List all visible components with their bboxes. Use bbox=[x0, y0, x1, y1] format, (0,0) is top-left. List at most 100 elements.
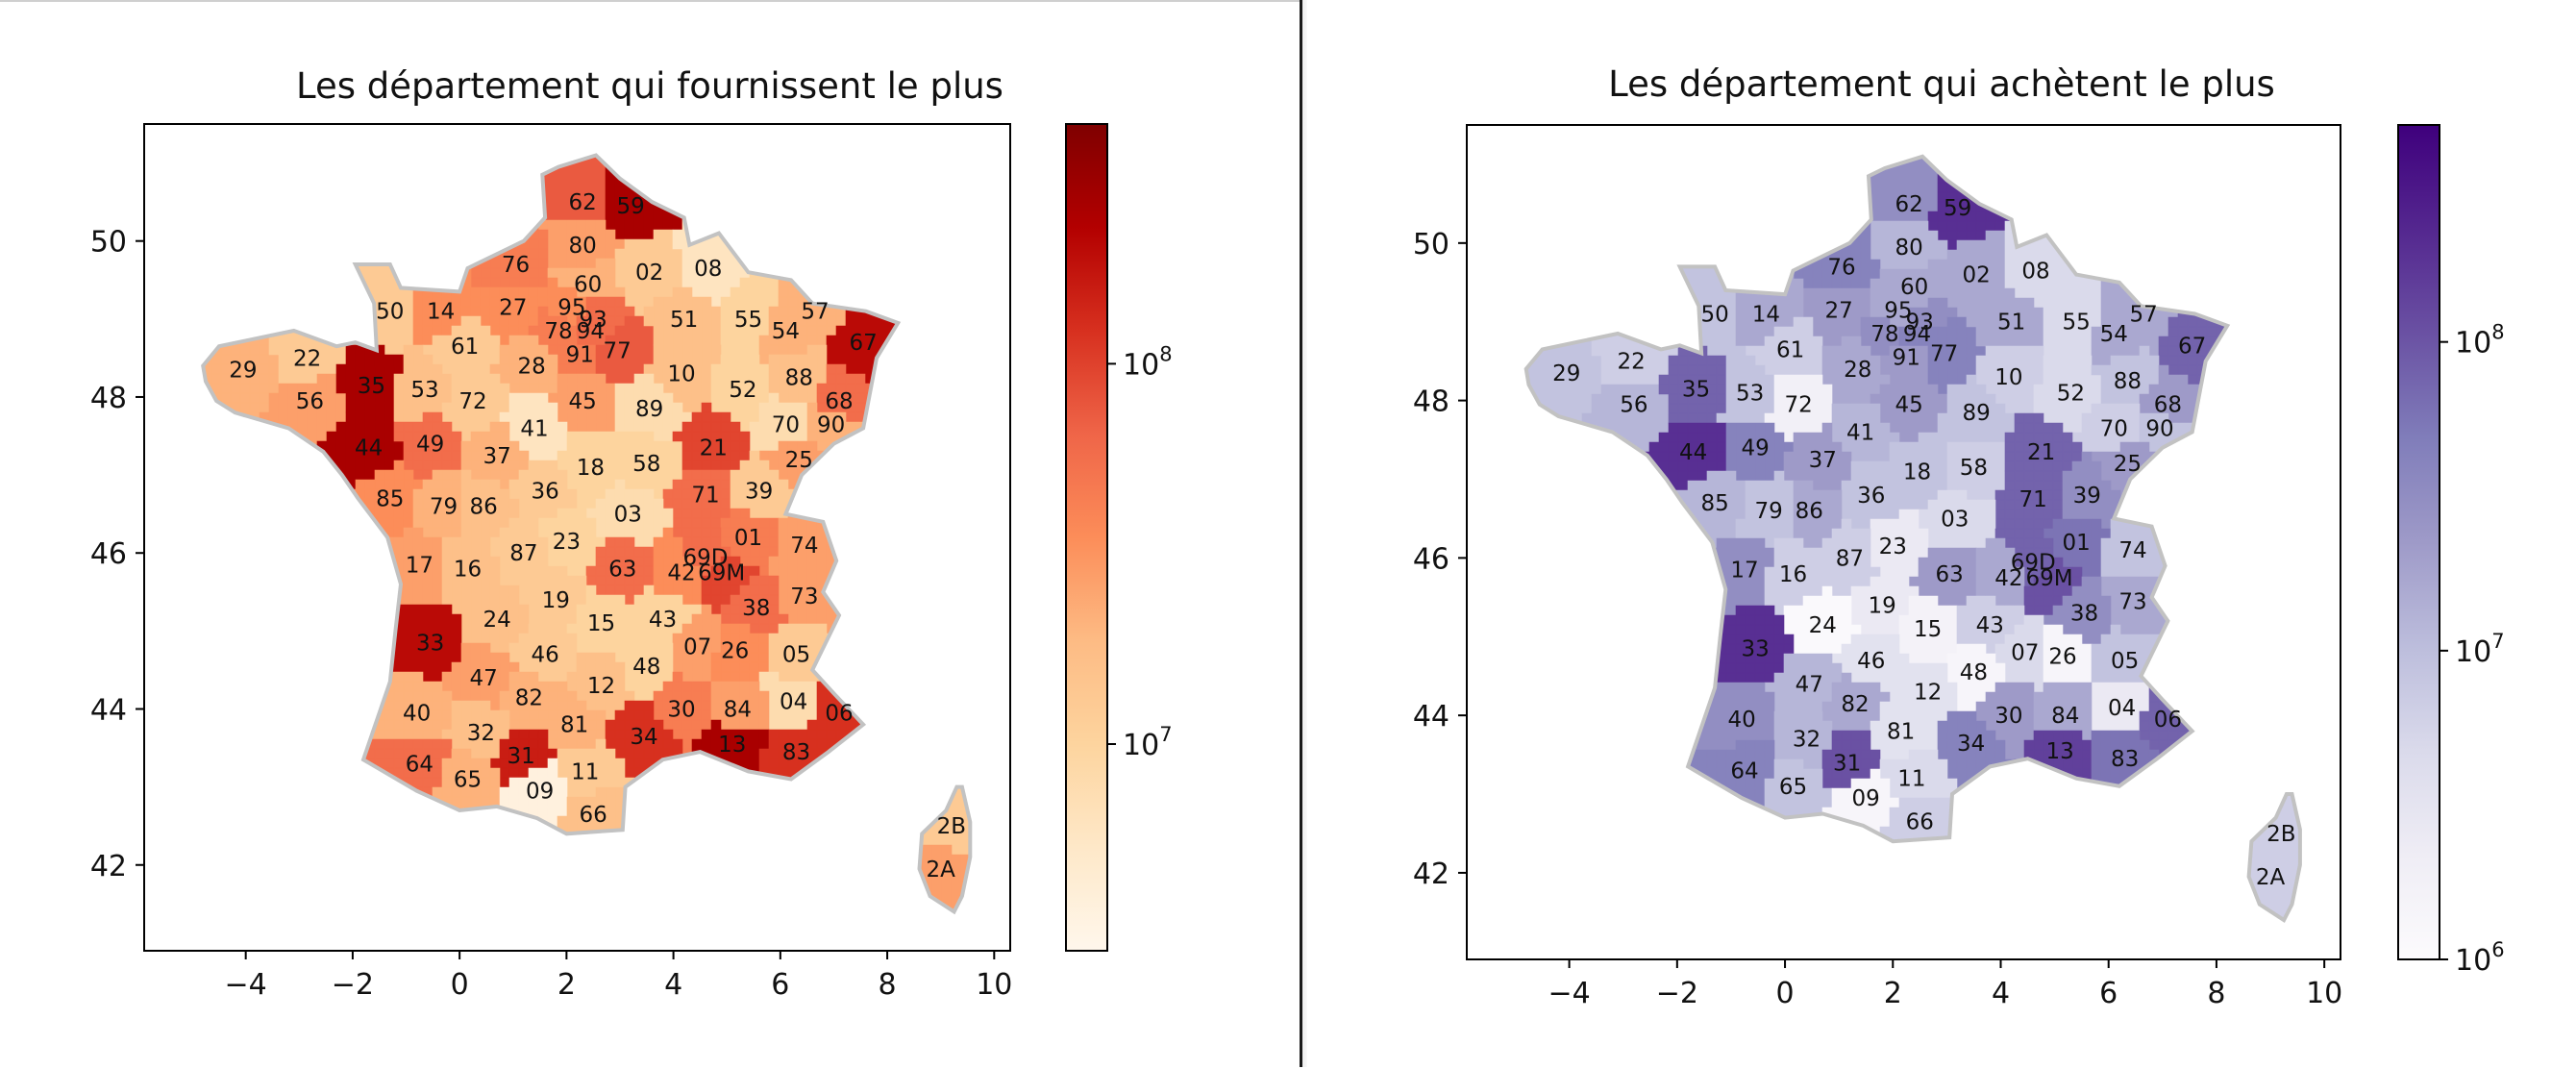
department-label: 50 bbox=[376, 300, 404, 325]
department-label: 27 bbox=[1825, 298, 1853, 323]
department-label: 42 bbox=[667, 561, 695, 586]
right-map-title: Les département qui achètent le plus bbox=[1608, 63, 2275, 105]
department-label: 29 bbox=[229, 359, 257, 384]
department-label: 39 bbox=[745, 479, 773, 504]
department-label: 84 bbox=[724, 698, 752, 723]
department-region-89 bbox=[614, 373, 693, 442]
department-label: 12 bbox=[1914, 681, 1942, 706]
y-tick-label: 50 bbox=[90, 226, 127, 260]
department-region-36 bbox=[508, 460, 578, 519]
x-tick-label: 4 bbox=[664, 968, 682, 1002]
department-label: 83 bbox=[782, 740, 810, 765]
department-region-49 bbox=[393, 411, 462, 481]
department-label: 30 bbox=[1994, 704, 2022, 729]
window-divider[interactable] bbox=[1300, 0, 1307, 1067]
department-label: 16 bbox=[454, 558, 482, 583]
department-label: 85 bbox=[376, 486, 404, 511]
department-label: 84 bbox=[2051, 704, 2079, 729]
department-label: 86 bbox=[1796, 499, 1823, 524]
department-label: 2B bbox=[2266, 822, 2295, 847]
x-tick-label: 2 bbox=[1884, 977, 1902, 1010]
department-label: 2B bbox=[937, 814, 966, 839]
department-label: 82 bbox=[1841, 692, 1869, 717]
department-label: 46 bbox=[1857, 649, 1885, 674]
department-label: 45 bbox=[568, 389, 596, 414]
department-region-49 bbox=[1725, 422, 1795, 482]
department-label: 13 bbox=[718, 733, 746, 758]
department-label: 66 bbox=[1906, 810, 1934, 835]
department-region-64 bbox=[1525, 739, 1775, 921]
department-label: 79 bbox=[1755, 499, 1783, 524]
department-label: 55 bbox=[2062, 311, 2090, 336]
department-label: 80 bbox=[568, 234, 596, 259]
department-label: 47 bbox=[470, 666, 498, 691]
department-label: 85 bbox=[1700, 491, 1728, 516]
department-label: 94 bbox=[577, 319, 605, 344]
department-label: 78 bbox=[544, 319, 572, 344]
department-label: 80 bbox=[1895, 236, 1922, 261]
department-label: 28 bbox=[1844, 358, 1871, 383]
department-label: 58 bbox=[632, 452, 660, 477]
colorbar-tick-label: 107 bbox=[2455, 630, 2505, 669]
department-label: 49 bbox=[416, 433, 444, 458]
department-label: 37 bbox=[483, 444, 510, 469]
department-label: 59 bbox=[616, 194, 644, 219]
country-outline-corsica bbox=[2246, 792, 2302, 923]
department-label: 60 bbox=[574, 272, 602, 297]
department-label: 76 bbox=[1827, 255, 1855, 280]
colorbar-tick-label: 108 bbox=[2455, 321, 2505, 360]
department-region-79 bbox=[412, 469, 462, 538]
department-label: 15 bbox=[587, 611, 615, 636]
department-region-37 bbox=[460, 421, 530, 490]
department-label: 93 bbox=[1906, 311, 1934, 336]
left-map-title: Les département qui fournissent le plus bbox=[296, 65, 1003, 107]
colorbar bbox=[1065, 123, 1108, 952]
department-label: 43 bbox=[649, 608, 677, 633]
department-label: 61 bbox=[1776, 337, 1804, 362]
department-label: 88 bbox=[2114, 369, 2142, 394]
department-label: 34 bbox=[630, 725, 657, 750]
department-label: 66 bbox=[580, 803, 607, 828]
department-label: 48 bbox=[1960, 660, 1988, 685]
department-label: 13 bbox=[2046, 739, 2074, 764]
department-region-06 bbox=[806, 594, 971, 788]
left-map-figure: Les département qui fournissent le plus … bbox=[0, 0, 1300, 1002]
department-label: 35 bbox=[358, 374, 385, 399]
department-label: 15 bbox=[1914, 617, 1942, 642]
department-label: 36 bbox=[1857, 484, 1885, 509]
department-label: 33 bbox=[1742, 637, 1770, 662]
department-label: 65 bbox=[1779, 775, 1807, 800]
department-label: 46 bbox=[531, 643, 558, 668]
department-label: 69D bbox=[2011, 551, 2056, 576]
department-label: 88 bbox=[785, 366, 813, 391]
department-region-11 bbox=[1879, 749, 1958, 799]
department-label: 72 bbox=[458, 389, 486, 414]
department-label: 68 bbox=[2154, 393, 2182, 418]
x-tick-label: 4 bbox=[1992, 977, 2010, 1010]
department-label: 33 bbox=[416, 632, 444, 657]
y-tick-label: 44 bbox=[90, 693, 127, 727]
department-label: 73 bbox=[2118, 589, 2146, 614]
department-label: 32 bbox=[467, 721, 495, 746]
department-label: 01 bbox=[2062, 531, 2090, 556]
department-label: 35 bbox=[1682, 377, 1710, 402]
department-label: 93 bbox=[580, 308, 607, 333]
department-region-63 bbox=[585, 536, 655, 606]
x-tick-label: 2 bbox=[557, 968, 576, 1002]
department-label: 36 bbox=[531, 479, 558, 504]
x-tick-label: 10 bbox=[976, 968, 1012, 1002]
department-region-03 bbox=[1918, 489, 1996, 549]
department-region-02 bbox=[1937, 230, 2006, 318]
department-label: 19 bbox=[542, 588, 570, 613]
department-label: 60 bbox=[1900, 275, 1928, 300]
department-region-29 bbox=[1525, 156, 1602, 635]
department-label: 64 bbox=[406, 752, 433, 777]
colorbar-tick-label: 108 bbox=[1123, 342, 1173, 382]
department-label: 91 bbox=[1893, 346, 1920, 371]
colorbar bbox=[2397, 124, 2440, 960]
department-label: 07 bbox=[683, 635, 711, 660]
department-label: 69M bbox=[698, 561, 745, 586]
department-label: 22 bbox=[1617, 350, 1645, 375]
department-label: 24 bbox=[483, 608, 510, 633]
department-label: 14 bbox=[1752, 303, 1780, 328]
